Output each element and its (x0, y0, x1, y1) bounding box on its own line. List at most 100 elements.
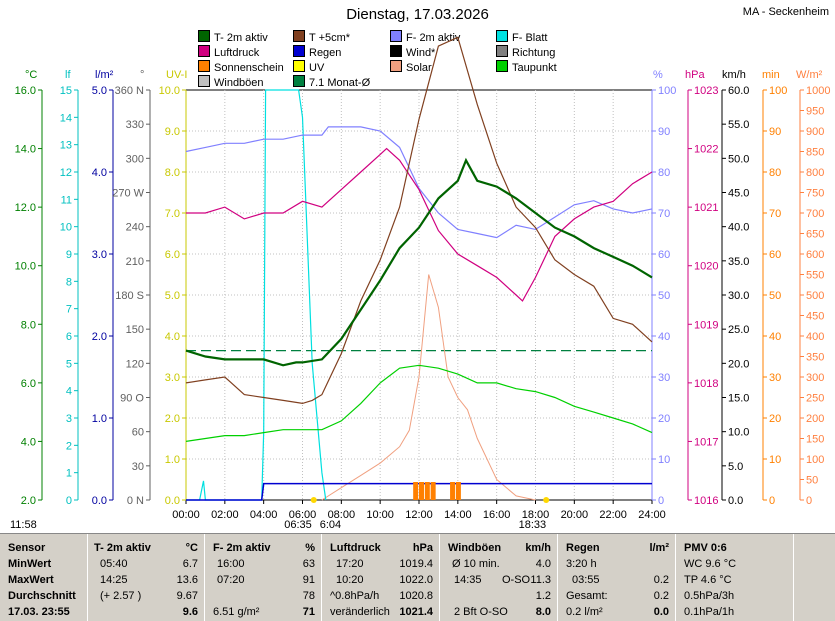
wind-axis-label: 15.0 (728, 393, 749, 405)
hum-min-time: 16:00 (217, 558, 245, 570)
rain-axis-label: 1.0 (92, 413, 107, 425)
legend-label: F- 2m aktiv (406, 32, 461, 44)
wind-axis-label: 0.0 (728, 495, 743, 507)
rain-current: 0.0 (653, 606, 669, 618)
wind-max-time: 14:35 (454, 574, 482, 586)
legend-label: Richtung (512, 47, 556, 59)
wind-max-value: 11.3 (530, 574, 551, 586)
press-min-time: 17:20 (336, 558, 364, 570)
sunshine-bar (419, 482, 424, 500)
chart-title: Dienstag, 17.03.2026 (346, 6, 489, 23)
direction-axis-label: 300 (126, 153, 144, 165)
legend-swatch (496, 30, 508, 42)
humidity-axis-label: 0 (658, 495, 664, 507)
sunshine-bar (455, 482, 461, 500)
x-tick-label: 20:00 (561, 509, 589, 521)
wind-current: 8.0 (535, 606, 551, 618)
temp-axis-header: °C (25, 69, 37, 81)
current-label: 17.03. 23:55 (8, 606, 70, 618)
solar-axis-label: 600 (806, 249, 824, 261)
hum-max-time: 07:20 (217, 574, 245, 586)
solar-axis-label: 200 (806, 413, 824, 425)
temp-axis-label: 16.0 (15, 85, 36, 97)
legend-item: Windböen (198, 75, 264, 89)
legend-item: Luftdruck (198, 45, 259, 59)
rain-unit: l/m² (649, 542, 669, 554)
lux-axis-label: 4 (66, 386, 72, 398)
hum-abs: 6.51 g/m² (213, 606, 260, 618)
wind-unit: km/h (525, 542, 551, 554)
legend-item: Solar (390, 60, 432, 74)
pressure-axis-label: 1023 (694, 85, 718, 97)
temperature-line (185, 157, 653, 367)
temp-axis-label: 10.0 (15, 261, 36, 273)
sensor-header: Sensor (8, 542, 46, 554)
temp-axis-label: 4.0 (21, 436, 36, 448)
wind-max-dir: O-SO (502, 574, 531, 586)
uv-axis-label: 4.0 (165, 331, 180, 343)
sunrise-label: 06:35 (284, 519, 312, 531)
legend-item: 7.1 Monat-Ø (293, 75, 370, 89)
legend-label: T +5cm* (309, 32, 351, 44)
humidity-axis-label: 90 (658, 126, 670, 138)
x-tick-label: 02:00 (211, 509, 239, 521)
legend-swatch (293, 30, 305, 42)
sunshine-axis-label: 40 (769, 331, 781, 343)
rain-axis-label: 3.0 (92, 249, 107, 261)
x-tick-label: 10:00 (366, 509, 394, 521)
humidity-axis-label: 80 (658, 167, 670, 179)
sunshine-bar (430, 482, 436, 500)
uv-axis-header: UV-I (166, 69, 187, 81)
sunset-marker (543, 497, 550, 503)
solar-axis-label: 750 (806, 188, 824, 200)
legend-item: T- 2m aktiv (198, 30, 268, 44)
sunshine-axis-label: 70 (769, 208, 781, 220)
temp-max-value: 13.6 (176, 574, 198, 586)
lux-axis-label: 10 (60, 222, 72, 234)
press-max-value: 1022.0 (399, 574, 433, 586)
wind-bft: 2 Bft O-SO (454, 606, 508, 618)
lux-axis-label: 2 (66, 440, 72, 452)
solar-axis-label: 350 (806, 352, 824, 364)
temp-axis-label: 8.0 (21, 319, 36, 331)
direction-axis-label: 90 O (120, 393, 144, 405)
legend-label: 7.1 Monat-Ø (309, 77, 371, 89)
direction-axis-label: 0 N (127, 495, 144, 507)
rain-total: 0.2 (653, 590, 669, 602)
hum-header: F- 2m aktiv (213, 542, 271, 554)
humidity-line (185, 126, 653, 239)
legend-swatch (496, 45, 508, 57)
solar-line (321, 274, 536, 501)
avg-label: Durchschnitt (8, 590, 76, 602)
temp-current: 9.6 (182, 606, 198, 618)
sensor-column: Sensor MinWert MaxWert Durchschnitt 17.0… (0, 534, 88, 621)
temp-axis-label: 2.0 (21, 495, 36, 507)
legend-item: Wind* (390, 45, 435, 59)
rain-axis-label: 2.0 (92, 331, 107, 343)
legend-label: Wind* (406, 47, 436, 59)
pressure-line (186, 147, 653, 302)
uv-axis-label: 6.0 (165, 249, 180, 261)
lux-axis-label: 6 (66, 331, 72, 343)
wind-axis-label: 40.0 (728, 222, 749, 234)
legend-swatch (390, 45, 402, 57)
sunrise-marker (310, 497, 317, 503)
legend-item: F- Blatt (496, 30, 547, 44)
solar-axis-label: 300 (806, 372, 824, 384)
direction-axis-label: 330 (126, 119, 144, 131)
max-label: MaxWert (8, 574, 54, 586)
x-tick-label: 04:00 (250, 509, 278, 521)
direction-axis-label: 240 (126, 222, 144, 234)
rain-max-time: 03:55 (572, 574, 600, 586)
lux-axis-header: lf (65, 69, 71, 81)
rain-total-label: Gesamt: (566, 590, 608, 602)
x-tick-label: 24:00 (638, 509, 666, 521)
update-time-label: 11:58 (10, 519, 37, 531)
hum-current: 71 (302, 606, 315, 618)
lux-axis-label: 12 (60, 167, 72, 179)
press-max-time: 10:20 (336, 574, 364, 586)
solar-axis-label: 50 (806, 475, 818, 487)
solar-axis-label: 250 (806, 393, 824, 405)
wind-axis-label: 45.0 (728, 188, 749, 200)
rain-amount: 0.2 l/m² (566, 606, 603, 618)
